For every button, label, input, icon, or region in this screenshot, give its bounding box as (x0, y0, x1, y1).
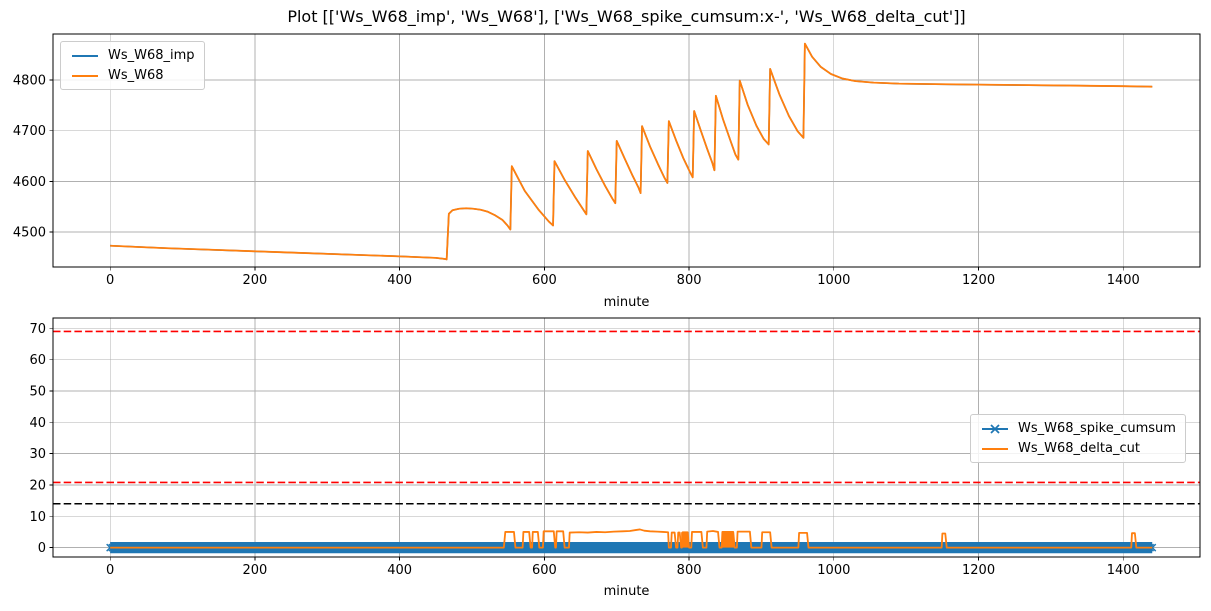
y-tick-label: 10 (29, 510, 46, 525)
y-tick-label: 4800 (13, 74, 46, 89)
axes-spine (52, 317, 1201, 558)
x-tick-label: 1400 (1107, 273, 1140, 288)
legend-label: Ws_W68_delta_cut (1018, 441, 1140, 456)
series-path-Ws_W68_delta_cut (110, 528, 1153, 549)
blue-x-marker-line-sample-icon (982, 423, 1008, 434)
y-tick-label: 4500 (13, 226, 46, 241)
y-tick-label: 40 (29, 416, 46, 431)
legend-label: Ws_W68_spike_cumsum (1018, 421, 1176, 436)
y-tick-label: 0 (38, 541, 46, 556)
filled-pulse (681, 532, 689, 548)
legend-item: Ws_W68_imp (70, 47, 195, 64)
y-tick-label: 30 (29, 447, 46, 462)
top-chart-canvas: 0 200 400 600 800 1000 1200 1400 4500 4600 4700 480… (13, 33, 1201, 288)
y-tick-label: 4700 (13, 124, 46, 139)
x-tick-label: 0 (106, 563, 114, 578)
orange-line-sample-icon (982, 447, 1008, 450)
series-path-Ws_W68_imp (110, 42, 1153, 261)
x-tick-label: 1000 (817, 273, 850, 288)
x-tick-label: 600 (532, 563, 557, 578)
x-tick-label: 600 (532, 273, 557, 288)
legend-item: Ws_W68_spike_cumsum (980, 420, 1176, 437)
y-tick-label: 70 (29, 322, 46, 337)
y-tick-label: 60 (29, 353, 46, 368)
x-tick-label: 200 (242, 563, 267, 578)
top-chart-legend: Ws_W68_imp Ws_W68 (60, 41, 205, 90)
blue-line-sample-icon (72, 54, 98, 57)
top-chart-xlabel: minute (603, 295, 650, 310)
x-marker-icon (106, 543, 115, 552)
x-tick-label: 1000 (817, 563, 850, 578)
x-tick-label: 200 (242, 273, 267, 288)
legend-label: Ws_W68_imp (108, 48, 195, 63)
bottom-chart-canvas: 0 200 400 600 800 1000 1200 1400 0 10 20 30 40 50 60 70 (29, 317, 1201, 578)
y-tick-label: 50 (29, 384, 46, 399)
x-tick-label: 400 (387, 563, 412, 578)
x-tick-label: 800 (677, 273, 702, 288)
bottom-chart-xlabel: minute (603, 584, 650, 599)
orange-line-sample-icon (72, 74, 98, 77)
x-tick-label: 800 (677, 563, 702, 578)
bottom-chart-legend: Ws_W68_spike_cumsum Ws_W68_delta_cut (970, 414, 1186, 463)
x-tick-label: 0 (106, 273, 114, 288)
filled-pulse (722, 531, 734, 548)
figure-title: Plot [['Ws_W68_imp', 'Ws_W68'], ['Ws_W68… (287, 7, 966, 26)
y-tick-label: 20 (29, 478, 46, 493)
legend-item: Ws_W68_delta_cut (980, 440, 1176, 457)
legend-label: Ws_W68 (108, 68, 164, 83)
axes-spine (52, 33, 1201, 268)
x-tick-label: 1400 (1107, 563, 1140, 578)
x-tick-label: 1200 (962, 563, 995, 578)
x-tick-label: 400 (387, 273, 412, 288)
x-tick-label: 1200 (962, 273, 995, 288)
legend-item: Ws_W68 (70, 67, 195, 84)
y-tick-label: 4600 (13, 175, 46, 190)
series-path-Ws_W68 (110, 42, 1153, 261)
